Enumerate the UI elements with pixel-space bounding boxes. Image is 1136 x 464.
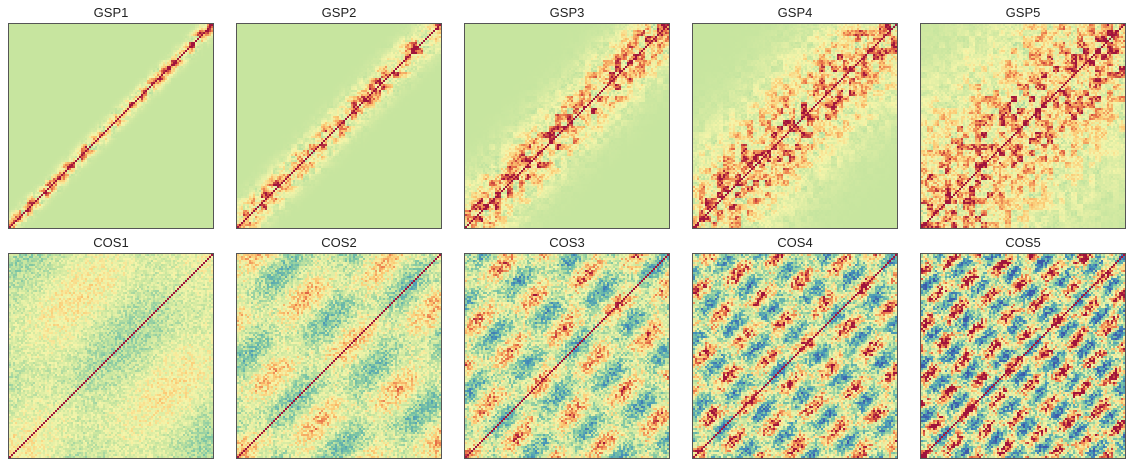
heatmap-gsp4 [692,23,898,229]
heatmap-cos4 [692,253,898,459]
heatmap-gsp5 [920,23,1126,229]
panel-title-gsp2: GSP2 [321,5,357,20]
heatmap-gsp3 [464,23,670,229]
panel-title-cos5: COS5 [1005,235,1041,250]
heatmap-cos5 [920,253,1126,459]
heatmap-cos1 [8,253,214,459]
panel-title-cos1: COS1 [93,235,129,250]
heatmap-gsp1 [8,23,214,229]
panel-title-cos3: COS3 [549,235,585,250]
panel-title-gsp3: GSP3 [549,5,585,20]
panel-title-gsp1: GSP1 [93,5,129,20]
heatmap-cos2 [236,253,442,459]
panel-title-gsp5: GSP5 [1005,5,1041,20]
heatmap-gsp2 [236,23,442,229]
panel-title-cos2: COS2 [321,235,357,250]
heatmap-cos3 [464,253,670,459]
panel-title-cos4: COS4 [777,235,813,250]
panel-title-gsp4: GSP4 [777,5,813,20]
